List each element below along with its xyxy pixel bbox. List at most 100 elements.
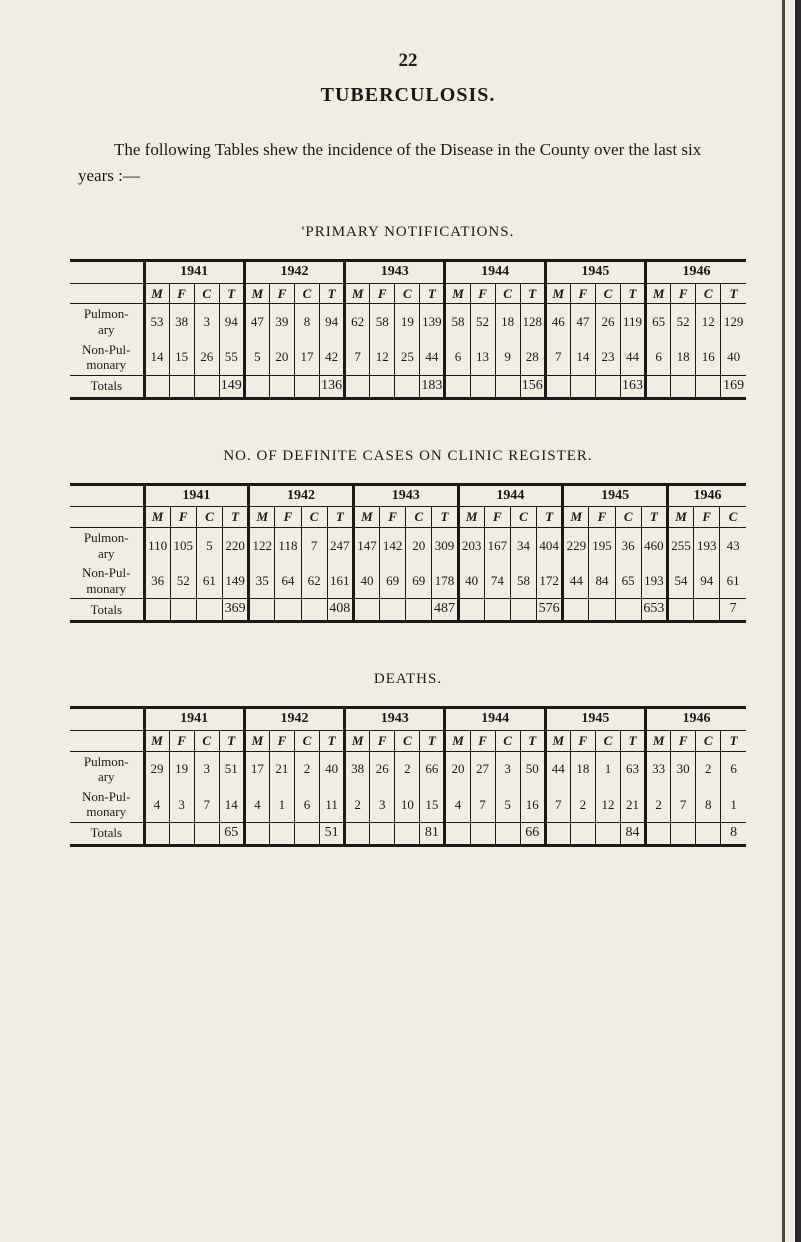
data-cell: 172 xyxy=(537,563,563,599)
total-cell xyxy=(370,822,395,845)
year-header: 1941 xyxy=(144,261,244,284)
data-cell: 26 xyxy=(370,751,395,787)
total-cell xyxy=(646,822,671,845)
data-cell: 62 xyxy=(345,304,370,340)
data-cell: 8 xyxy=(696,787,721,823)
data-cell: 63 xyxy=(620,751,645,787)
data-cell: 193 xyxy=(641,563,667,599)
sub-header: M xyxy=(144,507,170,528)
sub-header: M xyxy=(244,730,269,751)
sub-header: C xyxy=(194,283,219,304)
sub-header: T xyxy=(420,730,445,751)
total-cell: 163 xyxy=(620,375,645,398)
data-cell: 40 xyxy=(353,563,379,599)
sub-header: C xyxy=(696,283,721,304)
data-cell: 47 xyxy=(244,304,269,340)
page-right-edge xyxy=(795,0,801,1242)
sub-header: F xyxy=(570,283,595,304)
data-cell: 19 xyxy=(169,751,194,787)
total-cell xyxy=(170,599,196,622)
sub-header: C xyxy=(406,507,432,528)
total-cell xyxy=(470,375,495,398)
data-cell: 119 xyxy=(620,304,645,340)
data-cell: 40 xyxy=(458,563,484,599)
year-header: 1944 xyxy=(458,484,563,507)
total-cell: 8 xyxy=(721,822,746,845)
data-cell: 50 xyxy=(520,751,545,787)
data-cell: 16 xyxy=(520,787,545,823)
data-cell: 33 xyxy=(646,751,671,787)
data-cell: 12 xyxy=(696,304,721,340)
total-cell: 408 xyxy=(327,599,353,622)
intro-text: The following Tables shew the incidence … xyxy=(78,137,738,188)
data-cell: 7 xyxy=(671,787,696,823)
data-cell: 58 xyxy=(510,563,536,599)
data-cell: 147 xyxy=(353,527,379,563)
data-cell: 2 xyxy=(345,787,370,823)
total-cell: 81 xyxy=(420,822,445,845)
data-cell: 2 xyxy=(696,751,721,787)
sub-header: F xyxy=(170,507,196,528)
data-cell: 7 xyxy=(545,787,570,823)
year-header: 1942 xyxy=(249,484,354,507)
sub-header: T xyxy=(320,283,345,304)
sub-header: C xyxy=(720,507,746,528)
total-cell xyxy=(470,822,495,845)
total-cell xyxy=(269,375,294,398)
total-cell xyxy=(194,822,219,845)
sub-header: T xyxy=(219,730,244,751)
data-cell: 128 xyxy=(520,304,545,340)
total-cell xyxy=(406,599,432,622)
data-cell: 44 xyxy=(620,340,645,376)
data-cell: 5 xyxy=(244,340,269,376)
total-cell xyxy=(345,375,370,398)
total-cell xyxy=(169,822,194,845)
table-primary: 194119421943194419451946MFCTMFCTMFCTMFCT… xyxy=(70,259,746,400)
data-cell: 20 xyxy=(269,340,294,376)
data-cell: 58 xyxy=(445,304,470,340)
data-cell: 14 xyxy=(144,340,169,376)
total-cell xyxy=(144,599,170,622)
total-cell xyxy=(445,822,470,845)
total-cell xyxy=(169,375,194,398)
total-cell xyxy=(563,599,589,622)
total-cell xyxy=(595,822,620,845)
sub-header: T xyxy=(620,283,645,304)
data-cell: 29 xyxy=(144,751,169,787)
data-cell: 13 xyxy=(470,340,495,376)
data-cell: 25 xyxy=(395,340,420,376)
row-label: Totals xyxy=(70,599,144,622)
sub-header: C xyxy=(294,283,319,304)
data-cell: 40 xyxy=(721,340,746,376)
data-cell: 54 xyxy=(667,563,693,599)
data-cell: 28 xyxy=(520,340,545,376)
sub-header: T xyxy=(537,507,563,528)
data-cell: 105 xyxy=(170,527,196,563)
data-cell: 44 xyxy=(545,751,570,787)
total-cell xyxy=(395,375,420,398)
total-cell: 65 xyxy=(219,822,244,845)
total-cell xyxy=(615,599,641,622)
data-cell: 19 xyxy=(395,304,420,340)
total-cell xyxy=(458,599,484,622)
data-cell: 6 xyxy=(646,340,671,376)
data-cell: 6 xyxy=(445,340,470,376)
data-cell: 18 xyxy=(671,340,696,376)
data-cell: 15 xyxy=(169,340,194,376)
total-cell: 369 xyxy=(223,599,249,622)
page-number: 22 xyxy=(70,50,746,72)
data-cell: 34 xyxy=(510,527,536,563)
sub-header: F xyxy=(169,730,194,751)
sub-header: M xyxy=(667,507,693,528)
data-cell: 35 xyxy=(249,563,275,599)
data-cell: 36 xyxy=(144,563,170,599)
data-cell: 2 xyxy=(294,751,319,787)
data-cell: 55 xyxy=(219,340,244,376)
year-header: 1941 xyxy=(144,484,249,507)
sub-header: F xyxy=(589,507,615,528)
data-cell: 36 xyxy=(615,527,641,563)
data-cell: 3 xyxy=(169,787,194,823)
data-cell: 18 xyxy=(570,751,595,787)
data-cell: 193 xyxy=(694,527,720,563)
sub-header: M xyxy=(445,283,470,304)
